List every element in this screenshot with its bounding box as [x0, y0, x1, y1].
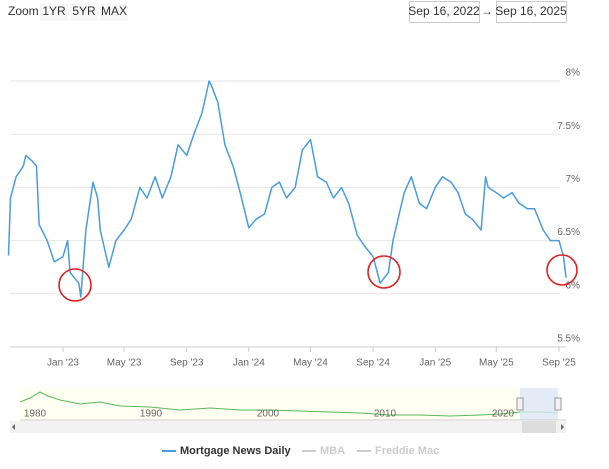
date-input[interactable] [409, 1, 480, 23]
legend-label[interactable]: Freddie Mac [375, 445, 439, 457]
navigator-line [19, 391, 559, 417]
y-tick-label: 8% [566, 68, 581, 79]
legend-label[interactable]: Mortgage News Daily [180, 445, 292, 457]
navigator-window[interactable] [520, 388, 558, 420]
legend: Mortgage News Daily MBA Freddie Mac [162, 445, 439, 457]
scrollbar-thumb[interactable] [522, 421, 556, 433]
date-input[interactable] [496, 1, 567, 23]
x-tick-label: Jan '25 [419, 358, 451, 369]
x-tick-label: Sep '25 [542, 358, 576, 369]
x-tick-label: May '23 [107, 358, 142, 369]
zoom-button[interactable] [70, 3, 98, 21]
y-tick-label: 5.5% [557, 334, 580, 345]
highlight-circle [546, 254, 578, 286]
zoom-button[interactable] [100, 3, 128, 21]
scroll-arrow[interactable] [12, 424, 15, 430]
scroll-arrow[interactable] [561, 424, 564, 430]
legend-label[interactable]: MBA [320, 445, 345, 457]
line-series [7, 80, 567, 298]
navigator: 1980 1990 2000 2010 2020 [10, 388, 566, 433]
navigator-handle[interactable] [516, 397, 524, 411]
date-from[interactable]: Sep 16, 2022 [408, 4, 480, 18]
navigator-bg [20, 388, 520, 420]
x-tick-label: May '25 [479, 358, 514, 369]
zoom-label: Zoom [8, 4, 39, 18]
zoom-button-label[interactable]: 1YR [42, 4, 66, 18]
zoom-button[interactable] [40, 3, 68, 21]
date-to[interactable]: Sep 16, 2025 [495, 4, 567, 18]
x-tick-label: May '24 [293, 358, 328, 369]
zoom-button-label[interactable]: MAX [101, 4, 127, 18]
x-tick-label: Sep '23 [170, 358, 204, 369]
navigator-label: 2010 [374, 409, 397, 420]
y-tick-label: 7% [566, 174, 581, 185]
navigator-label: 1990 [140, 409, 163, 420]
y-tick-label: 6.5% [557, 227, 580, 238]
y-tick-label: 7.5% [557, 121, 580, 132]
x-tick-label: Jan '23 [47, 358, 79, 369]
zoom-button-label[interactable]: 5YR [72, 4, 96, 18]
navigator-handle[interactable] [554, 397, 562, 411]
navigator-label: 2000 [257, 409, 280, 420]
range-arrow: → [481, 4, 493, 18]
navigator-label: 1980 [24, 409, 47, 420]
plot-area: 5.5% 6% 6.5% 7% 7.5% 8% Jan '23 May '23 Sep '23 J… [7, 68, 581, 369]
navigator-label: 2020 [492, 409, 515, 420]
x-tick-label: Sep '24 [356, 358, 390, 369]
highlight-circle [367, 255, 401, 289]
scrollbar[interactable] [10, 421, 566, 433]
x-tick-label: Jan '24 [233, 358, 265, 369]
highlight-circle [58, 268, 92, 302]
y-tick-label: 6% [566, 280, 581, 291]
